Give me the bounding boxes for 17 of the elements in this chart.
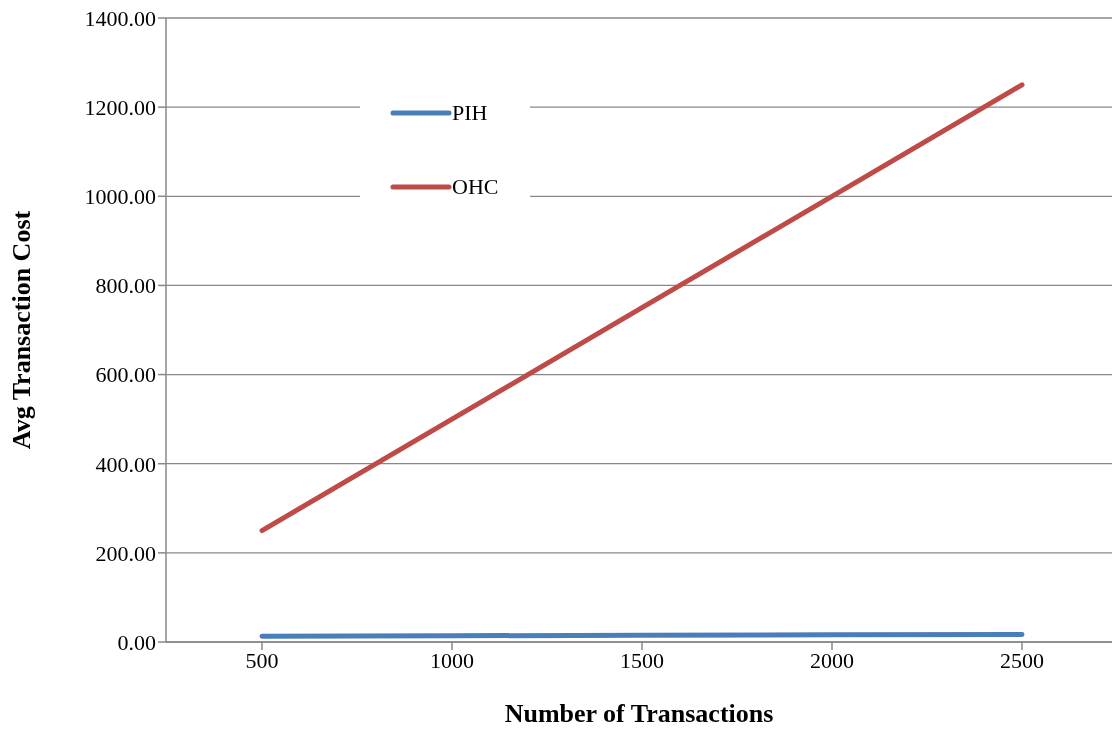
x-axis-title: Number of Transactions: [504, 699, 774, 728]
y-tick-label: 200.00: [95, 540, 156, 566]
y-tick-label: 1200.00: [84, 94, 156, 120]
legend-label: PIH: [452, 99, 488, 127]
y-tick-label: 1400.00: [84, 5, 156, 31]
y-axis-title: Avg Transaction Cost: [7, 210, 37, 450]
y-tick-label: 1000.00: [84, 184, 156, 210]
x-tick-label: 2500: [1000, 647, 1044, 673]
legend-label: OHC: [452, 173, 499, 201]
y-tick-label: 400.00: [95, 451, 156, 477]
y-tick-label: 800.00: [95, 273, 156, 299]
y-tick-label: 0.00: [117, 629, 156, 655]
x-tick-label: 500: [245, 647, 279, 673]
x-tick-label: 1500: [620, 647, 664, 673]
y-tick-label: 600.00: [95, 362, 156, 388]
x-tick-label: 1000: [430, 647, 474, 673]
x-tick-label: 2000: [810, 647, 854, 673]
